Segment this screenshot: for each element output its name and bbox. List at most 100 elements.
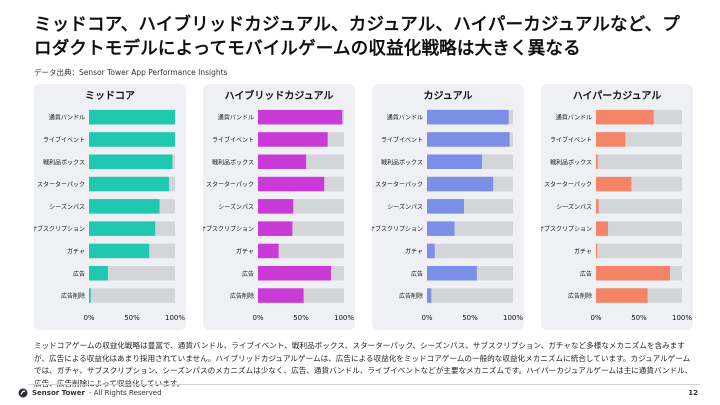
bar-chart-svg: 通貨バンドルライブイベント戦利品ボックススターターパックシーズンパスサブスクリプ… (203, 109, 354, 322)
bar-track (596, 199, 682, 214)
bar-track (427, 288, 513, 303)
x-tick-label: 50% (293, 314, 309, 322)
category-label: サブスクリプション (34, 225, 85, 233)
bar (89, 243, 150, 259)
x-tick-label: 50% (462, 314, 478, 322)
category-label: ライブイベント (381, 136, 423, 144)
footer-divider (28, 384, 700, 385)
category-label: シーズンパス (556, 203, 592, 211)
sensor-tower-logo-icon (18, 388, 28, 398)
bar-track (427, 243, 513, 259)
bar (596, 266, 670, 281)
chart-title: ハイパーカジュアル (572, 91, 662, 102)
bar-chart-svg: 通貨バンドルライブイベント戦利品ボックススターターパックシーズンパスサブスクリプ… (372, 109, 523, 322)
category-label: ガチャ (67, 247, 85, 255)
category-label: シーズンパス (49, 203, 85, 211)
category-label: 広告削除 (568, 292, 592, 300)
bar (258, 154, 307, 169)
category-label: スターターパック (375, 181, 423, 189)
x-tick-label: 0% (421, 314, 432, 322)
x-tick-label: 0% (590, 314, 601, 322)
data-source: データ出典：Sensor Tower App Performance Insig… (34, 68, 228, 77)
chart-title: ハイブリッドカジュアル (224, 91, 334, 102)
category-label: 戦利品ボックス (212, 158, 254, 166)
x-tick-label: 0% (252, 314, 263, 322)
category-label: 広告 (73, 270, 85, 278)
bar (258, 243, 279, 259)
category-label: 広告 (411, 270, 423, 278)
x-tick-label: 100% (503, 314, 523, 322)
category-label: 戦利品ボックス (381, 158, 423, 166)
category-label: ガチャ (236, 247, 254, 255)
bar (89, 266, 108, 281)
bar-chart-svg: 通貨バンドルライブイベント戦利品ボックススターターパックシーズンパスサブスクリプ… (541, 109, 692, 322)
category-label: ライブイベント (43, 136, 85, 144)
category-label: 通貨バンドル (218, 114, 254, 122)
bar (258, 176, 325, 192)
category-label: スターターパック (206, 181, 254, 189)
bar (596, 132, 626, 147)
bar (258, 288, 304, 303)
bar (89, 176, 169, 192)
bar-chart-svg: 通貨バンドルライブイベント戦利品ボックススターターパックシーズンパスサブスクリプ… (34, 109, 185, 322)
bar (596, 199, 599, 214)
bar (89, 199, 160, 214)
bar (89, 132, 175, 147)
x-tick-label: 50% (124, 314, 140, 322)
bar (427, 176, 494, 192)
bar (427, 266, 477, 281)
bar (258, 132, 328, 147)
bar (427, 221, 455, 236)
category-label: ガチャ (574, 247, 592, 255)
bar (258, 221, 293, 236)
bar (427, 154, 483, 169)
bar (427, 199, 464, 214)
category-label: サブスクリプション (203, 225, 254, 233)
category-label: 通貨バンドル (556, 114, 592, 122)
category-label: スターターパック (37, 181, 85, 189)
bar-track (89, 266, 175, 281)
x-tick-label: 0% (83, 314, 94, 322)
chart-panel-midcore: ミッドコア 通貨バンドル ライブイベント 戦利品ボックス スターターパック シーズンパス… (34, 84, 186, 330)
bar (89, 109, 175, 125)
bar (596, 154, 598, 169)
page-number: 12 (688, 389, 698, 397)
bar (427, 109, 509, 125)
category-label: 広告 (242, 270, 254, 278)
x-tick-label: 50% (631, 314, 647, 322)
summary-paragraph: ミッドコアゲームの収益化戦略は豊富で、通貨バンドル、ライブイベント、戦利品ボック… (34, 341, 693, 388)
category-label: ライブイベント (550, 136, 592, 144)
category-label: 広告削除 (230, 292, 254, 300)
category-label: 通貨バンドル (49, 114, 85, 122)
category-label: 通貨バンドル (387, 114, 423, 122)
bar (258, 266, 332, 281)
bar (89, 288, 91, 303)
x-tick-label: 100% (672, 314, 692, 322)
category-label: 広告削除 (61, 292, 85, 300)
bar-track (596, 243, 682, 259)
bar (596, 288, 648, 303)
x-tick-label: 100% (334, 314, 354, 322)
page-title: ミッドコア、ハイブリッドカジュアル、カジュアル、ハイパーカジュアルなど、プロダク… (34, 15, 680, 59)
bar (427, 288, 432, 303)
bar-track (258, 243, 344, 259)
category-label: 戦利品ボックス (43, 158, 85, 166)
bar-track (596, 154, 682, 169)
category-label: ガチャ (405, 247, 423, 255)
chart-panel-hyper-casual: ハイパーカジュアル 通貨バンドル ライブイベント 戦利品ボックス スターターパック シー… (541, 84, 693, 330)
category-label: サブスクリプション (541, 225, 592, 233)
bar (258, 199, 294, 214)
bar (596, 243, 598, 259)
category-label: スターターパック (544, 181, 592, 189)
chart-panel-hybrid-casual: ハイブリッドカジュアル 通貨バンドル ライブイベント 戦利品ボックス スターターパック… (203, 84, 355, 330)
bar (596, 109, 654, 125)
bar (427, 243, 435, 259)
category-label: シーズンパス (387, 203, 423, 211)
category-label: サブスクリプション (372, 225, 423, 233)
category-label: シーズンパス (218, 203, 254, 211)
x-tick-label: 100% (165, 314, 185, 322)
bar-track (596, 221, 682, 236)
bar (89, 221, 156, 236)
bar (427, 132, 510, 147)
bar-track (89, 288, 175, 303)
